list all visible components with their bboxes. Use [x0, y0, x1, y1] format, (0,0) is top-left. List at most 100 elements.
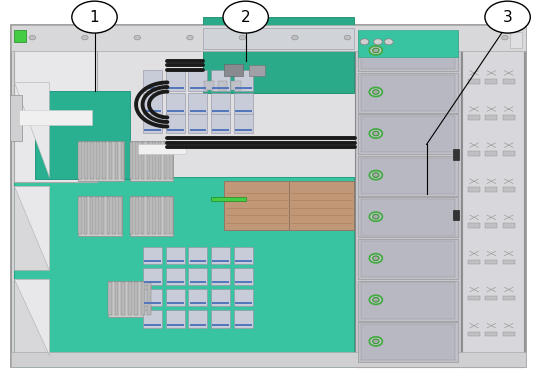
Bar — [14, 30, 26, 42]
Bar — [14, 32, 97, 182]
Circle shape — [373, 214, 379, 219]
Bar — [188, 289, 207, 306]
Circle shape — [344, 35, 350, 40]
Polygon shape — [14, 186, 49, 270]
Bar — [234, 268, 253, 285]
Circle shape — [373, 131, 379, 136]
Bar — [358, 239, 458, 279]
Bar — [234, 247, 253, 264]
Circle shape — [187, 35, 193, 40]
Bar — [170, 197, 173, 234]
Bar — [453, 149, 459, 160]
Bar — [188, 112, 207, 133]
Bar — [204, 81, 214, 90]
Text: 1: 1 — [90, 10, 99, 25]
Bar — [503, 151, 515, 156]
Bar — [235, 302, 252, 304]
Bar — [144, 87, 161, 89]
Circle shape — [72, 1, 117, 33]
Bar — [190, 110, 206, 112]
Bar — [190, 260, 206, 262]
Circle shape — [369, 337, 382, 346]
Bar — [14, 186, 49, 270]
Circle shape — [134, 35, 140, 40]
Bar — [97, 142, 100, 179]
Circle shape — [373, 173, 379, 177]
Bar — [218, 81, 227, 90]
Bar — [234, 93, 253, 114]
Bar — [144, 260, 161, 262]
Bar — [503, 332, 515, 336]
Circle shape — [449, 35, 456, 40]
Bar — [166, 268, 185, 285]
Bar — [361, 241, 455, 277]
Bar — [211, 268, 230, 285]
Bar — [118, 197, 122, 234]
Bar — [166, 289, 185, 306]
Circle shape — [373, 256, 379, 261]
Bar — [167, 281, 184, 283]
Bar — [144, 110, 161, 112]
Bar — [361, 33, 455, 69]
Bar — [462, 27, 524, 367]
Circle shape — [397, 35, 403, 40]
Bar — [468, 115, 480, 120]
Bar — [120, 142, 124, 179]
Circle shape — [369, 87, 382, 97]
Bar — [485, 115, 497, 120]
Bar — [164, 197, 167, 234]
Bar — [188, 247, 207, 264]
Bar — [212, 129, 229, 131]
Bar — [361, 282, 455, 319]
Bar — [130, 141, 173, 180]
Circle shape — [373, 48, 379, 53]
Bar — [167, 110, 184, 112]
Circle shape — [29, 35, 36, 40]
Bar — [167, 302, 184, 304]
Bar — [166, 247, 185, 264]
Bar — [358, 322, 458, 362]
Bar — [188, 93, 207, 114]
Bar — [468, 260, 480, 264]
Bar — [10, 95, 22, 141]
Bar — [485, 151, 497, 156]
Bar — [164, 142, 167, 179]
Circle shape — [239, 35, 246, 40]
Bar — [211, 197, 246, 201]
Bar — [468, 296, 480, 300]
Bar — [361, 116, 455, 152]
Bar — [15, 28, 522, 364]
Bar — [134, 282, 138, 315]
Bar — [234, 70, 253, 91]
Bar — [143, 289, 162, 306]
Bar — [503, 296, 515, 300]
Bar — [114, 282, 118, 315]
Bar — [138, 144, 186, 154]
Bar — [190, 87, 206, 89]
Circle shape — [374, 39, 382, 45]
Bar — [235, 129, 252, 131]
Bar — [358, 280, 458, 321]
Bar — [202, 17, 354, 93]
Polygon shape — [14, 82, 49, 177]
Bar — [453, 210, 459, 220]
Bar — [503, 187, 515, 192]
Bar — [234, 310, 253, 328]
Bar — [109, 142, 112, 179]
Bar — [361, 158, 455, 194]
Bar — [188, 310, 207, 328]
Bar — [249, 65, 265, 76]
Bar — [107, 197, 110, 234]
Bar — [167, 87, 184, 89]
Bar — [108, 281, 151, 317]
Circle shape — [360, 39, 369, 45]
Bar — [144, 129, 161, 131]
Bar — [11, 25, 526, 51]
Bar — [136, 142, 139, 179]
Bar — [212, 302, 229, 304]
Bar — [235, 260, 252, 262]
Bar — [166, 93, 185, 114]
Bar — [103, 142, 106, 179]
Bar — [190, 129, 206, 131]
Bar — [166, 310, 185, 328]
